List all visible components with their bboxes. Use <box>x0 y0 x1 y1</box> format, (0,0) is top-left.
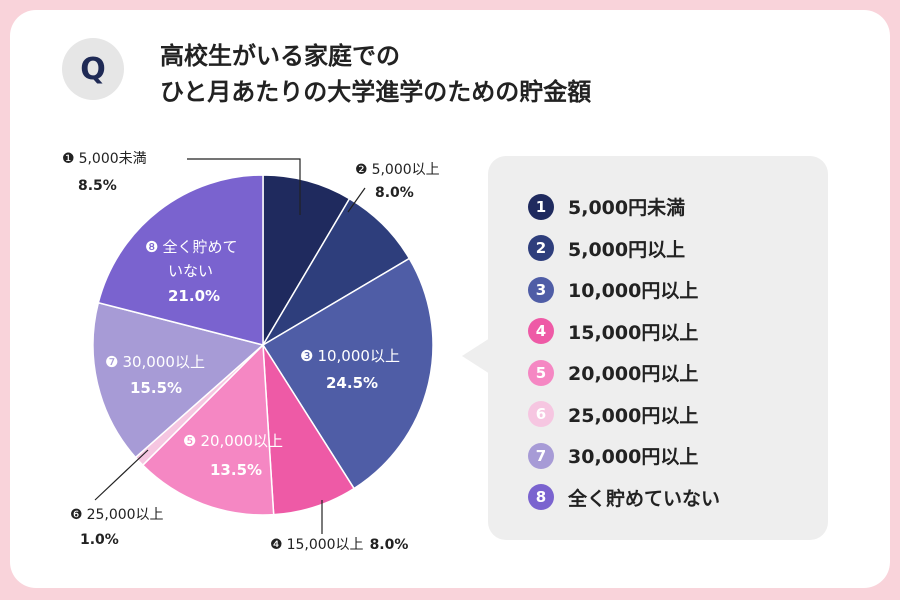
label-slice-7: ❼ 30,000以上 <box>105 353 205 371</box>
pie-slice-7 <box>92 301 265 459</box>
legend-item-7: 7 30,000円以上 <box>528 435 720 477</box>
pie-slice-3 <box>261 257 434 490</box>
value-slice-6: 1.0% <box>80 532 119 548</box>
legend-item-6: 6 25,000円以上 <box>528 394 720 436</box>
legend-number: 6 <box>528 401 554 428</box>
legend-number: 4 <box>528 318 554 345</box>
value-slice-7: 15.5% <box>130 379 182 397</box>
pie-slice-8 <box>97 174 264 346</box>
legend-number: 1 <box>528 193 554 220</box>
legend-item-1: 1 5,000円未満 <box>528 186 720 228</box>
label-slice-2: ❷ 5,000以上 <box>355 162 440 178</box>
legend-item-4: 4 15,000円以上 <box>528 311 720 353</box>
pie-slice-1 <box>262 174 351 348</box>
legend-label: 10,000円以上 <box>568 280 699 303</box>
label-slice-1: ❶ 5,000未満 <box>62 151 147 167</box>
value-slice-2: 8.0% <box>375 185 414 201</box>
legend-number: 8 <box>528 484 554 511</box>
title-line-2: ひと月あたりの大学進学のための貯金額 <box>160 78 592 106</box>
legend-label: 20,000円以上 <box>568 363 699 386</box>
legend-label: 全く貯めていない <box>568 487 721 510</box>
value-slice-3: 24.5% <box>326 374 378 392</box>
label-slice-8: ❽ 全く貯めて <box>145 238 237 256</box>
leader-line-2 <box>347 187 366 213</box>
legend-item-5: 5 20,000円以上 <box>528 352 720 394</box>
legend-item-3: 3 10,000円以上 <box>528 269 720 311</box>
legend-label: 15,000円以上 <box>568 321 699 344</box>
leader-line-1 <box>187 158 301 215</box>
legend-number: 7 <box>528 442 554 469</box>
legend-number: 2 <box>528 235 554 262</box>
legend-number: 5 <box>528 359 554 386</box>
legend-label: 25,000円以上 <box>568 404 699 427</box>
legend-pointer <box>462 338 490 374</box>
question-title: 高校生がいる家庭での ひと月あたりの大学進学のための貯金額 <box>160 38 591 110</box>
label-slice-4: ❹ 15,000以上 8.0% <box>270 537 408 553</box>
pie-slice-5 <box>141 343 275 516</box>
value-slice-1: 8.5% <box>78 178 117 194</box>
leader-line-6 <box>94 449 149 501</box>
legend-box <box>488 156 828 540</box>
label-slice-3: ❸ 10,000以上 <box>300 347 400 365</box>
legend-label: 5,000円未満 <box>568 197 686 220</box>
legend-label: 5,000円以上 <box>568 238 686 261</box>
label-slice-5: ❺ 20,000以上 <box>183 432 283 450</box>
label-slice-6: ❻ 25,000以上 <box>70 507 164 523</box>
legend-label: 30,000円以上 <box>568 446 699 469</box>
legend: 1 5,000円未満 2 5,000円以上 3 10,000円以上 4 15,000円以… <box>528 186 720 518</box>
title-line-1: 高校生がいる家庭での <box>160 42 400 70</box>
legend-item-8: 8 全く貯めていない <box>528 477 720 519</box>
question-badge: Q <box>62 38 124 100</box>
value-slice-8: 21.0% <box>168 287 220 305</box>
legend-item-2: 2 5,000円以上 <box>528 228 720 270</box>
legend-number: 3 <box>528 276 554 303</box>
label-slice-8-line2: いない <box>168 262 213 280</box>
value-slice-5: 13.5% <box>210 461 262 479</box>
